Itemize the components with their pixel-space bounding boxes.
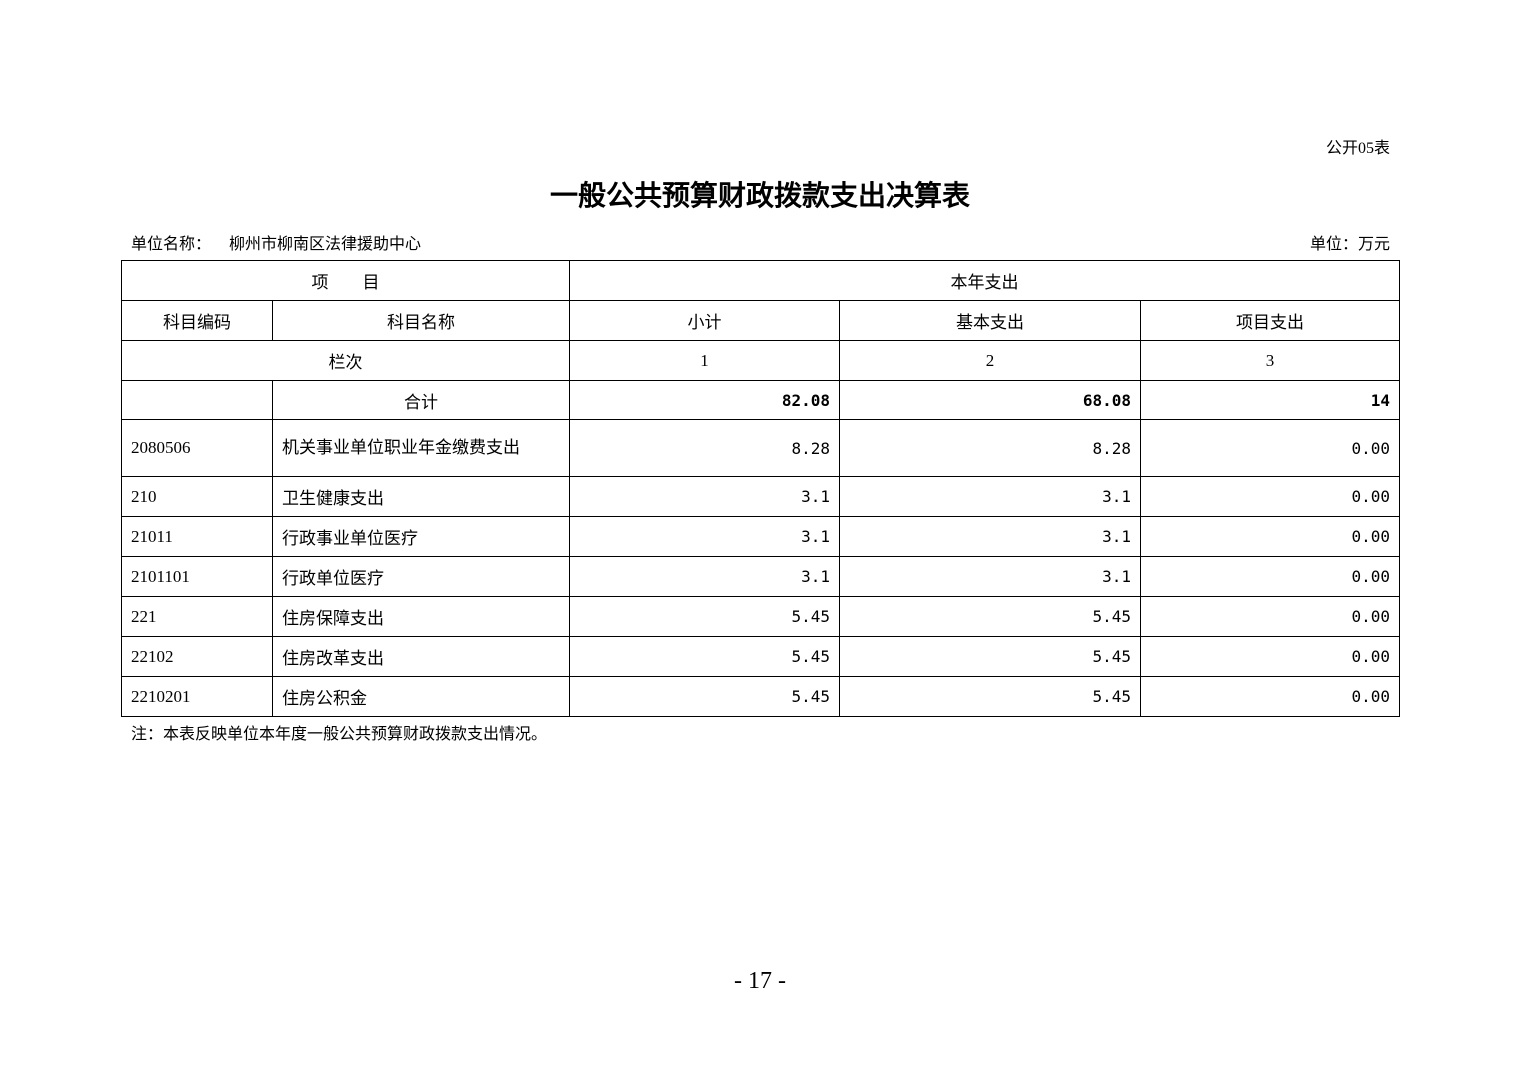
header-current-year: 本年支出 (569, 260, 1400, 301)
total-row: 合计 82.08 68.08 14 (121, 380, 1400, 420)
total-label: 合计 (272, 380, 570, 420)
cell-project: 0.00 (1140, 476, 1400, 517)
cell-project: 0.00 (1140, 516, 1400, 557)
cell-code: 221 (121, 596, 273, 637)
cell-subtotal: 8.28 (569, 419, 840, 477)
page-number: - 17 - (734, 968, 786, 994)
cell-project: 0.00 (1140, 676, 1400, 717)
cell-subtotal: 3.1 (569, 556, 840, 597)
cell-name: 住房改革支出 (272, 636, 570, 677)
col-subtotal-header: 小计 (569, 300, 840, 341)
cell-subtotal: 5.45 (569, 636, 840, 677)
form-number: 公开05表 (1325, 140, 1390, 157)
cell-name: 行政事业单位医疗 (272, 516, 570, 557)
cell-subtotal: 5.45 (569, 596, 840, 637)
table-row: 22102 住房改革支出 5.45 5.45 0.00 (121, 636, 1400, 677)
total-code (121, 380, 273, 420)
index-row: 栏次 1 2 3 (121, 340, 1400, 381)
cell-subtotal: 3.1 (569, 476, 840, 517)
cell-project: 0.00 (1140, 556, 1400, 597)
cell-name: 卫生健康支出 (272, 476, 570, 517)
cell-name: 住房保障支出 (272, 596, 570, 637)
cell-code: 2080506 (121, 419, 273, 477)
col-code-header: 科目编码 (121, 300, 273, 341)
col-basic-header: 基本支出 (839, 300, 1141, 341)
header-item: 项 目 (121, 260, 570, 301)
cell-project: 0.00 (1140, 636, 1400, 677)
cell-basic: 3.1 (839, 476, 1141, 517)
unit-name-label: 单位名称： (131, 236, 212, 253)
header-row-2: 科目编码 科目名称 小计 基本支出 项目支出 (121, 300, 1400, 341)
cell-code: 21011 (121, 516, 273, 557)
total-project: 14 (1140, 380, 1400, 420)
total-subtotal: 82.08 (569, 380, 840, 420)
cell-code: 210 (121, 476, 273, 517)
cell-project: 0.00 (1140, 596, 1400, 637)
index-label: 栏次 (121, 340, 570, 381)
page-title: 一般公共预算财政拨款支出决算表 (549, 181, 970, 212)
index-1: 1 (569, 340, 840, 381)
cell-basic: 8.28 (839, 419, 1141, 477)
col-project-header: 项目支出 (1140, 300, 1400, 341)
table-row: 210 卫生健康支出 3.1 3.1 0.00 (121, 476, 1400, 517)
cell-project: 0.00 (1140, 419, 1400, 477)
cell-basic: 5.45 (839, 676, 1141, 717)
col-name-header: 科目名称 (272, 300, 570, 341)
cell-name: 机关事业单位职业年金缴费支出 (272, 419, 570, 477)
table-row: 21011 行政事业单位医疗 3.1 3.1 0.00 (121, 516, 1400, 557)
cell-name: 行政单位医疗 (272, 556, 570, 597)
cell-subtotal: 3.1 (569, 516, 840, 557)
table-note: 注：本表反映单位本年度一般公共预算财政拨款支出情况。 (131, 726, 548, 743)
index-3: 3 (1140, 340, 1400, 381)
table-row: 2101101 行政单位医疗 3.1 3.1 0.00 (121, 556, 1400, 597)
cell-code: 22102 (121, 636, 273, 677)
unit-name-value: 柳州市柳南区法律援助中心 (229, 236, 422, 253)
table-row: 221 住房保障支出 5.45 5.45 0.00 (121, 596, 1400, 637)
cell-basic: 3.1 (839, 516, 1141, 557)
index-2: 2 (839, 340, 1141, 381)
table-row: 2080506 机关事业单位职业年金缴费支出 8.28 8.28 0.00 (121, 419, 1400, 477)
unit-name-line: 单位名称： 柳州市柳南区法律援助中心 (131, 230, 421, 254)
cell-subtotal: 5.45 (569, 676, 840, 717)
cell-name: 住房公积金 (272, 676, 570, 717)
expenditure-table: 项 目 本年支出 科目编码 科目名称 小计 基本支出 项目支出 栏次 1 2 3… (121, 260, 1400, 717)
table-row: 2210201 住房公积金 5.45 5.45 0.00 (121, 676, 1400, 717)
total-basic: 68.08 (839, 380, 1141, 420)
cell-code: 2101101 (121, 556, 273, 597)
cell-basic: 5.45 (839, 596, 1141, 637)
cell-code: 2210201 (121, 676, 273, 717)
header-row-1: 项 目 本年支出 (121, 260, 1400, 301)
cell-basic: 3.1 (839, 556, 1141, 597)
cell-basic: 5.45 (839, 636, 1141, 677)
currency-unit: 单位：万元 (1309, 236, 1390, 253)
